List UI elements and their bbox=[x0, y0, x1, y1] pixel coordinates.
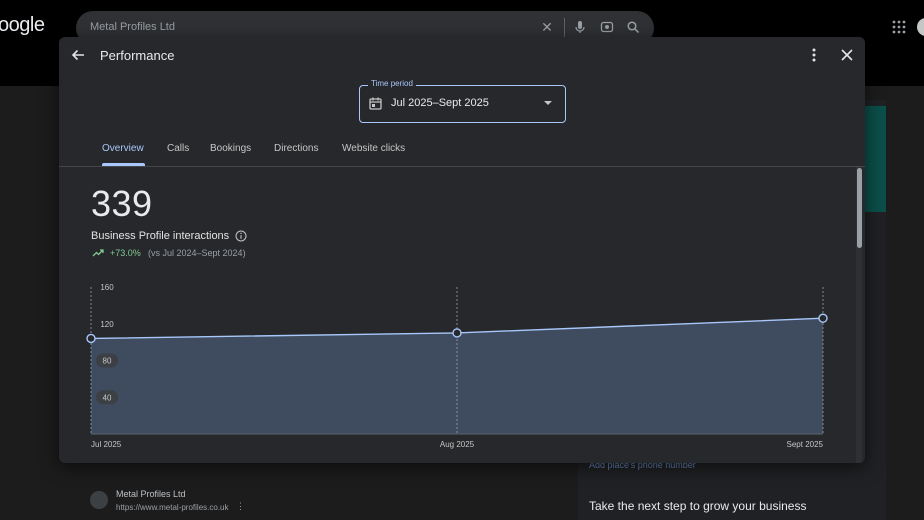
add-phone-link[interactable]: Add place's phone number bbox=[589, 460, 696, 470]
business-panel-banner bbox=[864, 106, 886, 212]
tab-overview[interactable]: Overview bbox=[102, 143, 144, 154]
calendar-icon bbox=[369, 97, 382, 110]
trending-up-icon bbox=[92, 249, 104, 257]
google-logo[interactable]: oogle bbox=[0, 14, 45, 36]
apps-grid-icon[interactable] bbox=[892, 20, 906, 34]
y-tick-pill bbox=[96, 390, 118, 405]
search-icon[interactable] bbox=[625, 19, 641, 35]
interactions-chart: 160 120 80 40 Jul 2025 Aug 2025 Sept 2025 bbox=[86, 283, 828, 449]
search-input[interactable]: Metal Profiles Ltd bbox=[90, 21, 175, 33]
more-options-icon[interactable] bbox=[807, 46, 821, 64]
grow-business-title: Take the next step to grow your business bbox=[589, 499, 807, 513]
account-avatar[interactable] bbox=[917, 18, 924, 36]
x-tick-label: Sept 2025 bbox=[787, 440, 824, 449]
back-arrow-icon[interactable] bbox=[69, 46, 87, 64]
time-period-value: Jul 2025–Sept 2025 bbox=[391, 97, 489, 109]
tab-website-clicks[interactable]: Website clicks bbox=[342, 143, 406, 154]
scrollbar-track[interactable] bbox=[856, 167, 862, 463]
y-tick-label: 120 bbox=[100, 320, 114, 329]
performance-dialog: Performance Time period Jul 2025–Sept 20… bbox=[59, 37, 865, 463]
tab-bar: Overview Calls Bookings Directions Websi… bbox=[59, 135, 865, 167]
active-tab-indicator bbox=[102, 163, 145, 166]
chart-data-point bbox=[452, 328, 462, 338]
x-tick-label: Aug 2025 bbox=[440, 440, 475, 449]
trend-percentage: +73.0% bbox=[110, 248, 141, 258]
mic-icon[interactable] bbox=[572, 19, 588, 35]
info-icon[interactable] bbox=[235, 230, 247, 242]
clear-icon[interactable]: ✕ bbox=[541, 19, 553, 35]
y-tick-pill bbox=[96, 353, 118, 368]
y-tick-label: 160 bbox=[100, 283, 114, 292]
result-more-icon[interactable]: ⋮ bbox=[236, 501, 245, 511]
chart-data-point bbox=[818, 313, 828, 323]
result-url[interactable]: https://www.metal-profiles.co.uk bbox=[116, 503, 229, 512]
trend-comparison: (vs Jul 2024–Sept 2024) bbox=[148, 248, 246, 258]
tab-directions[interactable]: Directions bbox=[274, 143, 319, 154]
y-tick-label: 40 bbox=[103, 393, 112, 402]
tab-bookings[interactable]: Bookings bbox=[210, 143, 252, 154]
close-icon[interactable] bbox=[838, 46, 856, 64]
interactions-label: Business Profile interactions bbox=[91, 230, 230, 242]
x-tick-label: Jul 2025 bbox=[91, 440, 122, 449]
dialog-title: Performance bbox=[100, 48, 175, 63]
time-period-label: Time period bbox=[368, 79, 416, 88]
interactions-count: 339 bbox=[91, 183, 153, 224]
search-divider bbox=[564, 18, 565, 38]
tab-calls[interactable]: Calls bbox=[167, 143, 190, 154]
dropdown-arrow-icon bbox=[544, 101, 552, 105]
time-period-select[interactable]: Time period Jul 2025–Sept 2025 bbox=[359, 79, 566, 123]
chart-data-point bbox=[86, 333, 96, 344]
result-site-name[interactable]: Metal Profiles Ltd bbox=[116, 489, 186, 499]
result-favicon bbox=[90, 491, 108, 509]
scrollbar-thumb[interactable] bbox=[857, 168, 862, 248]
lens-icon[interactable] bbox=[599, 19, 615, 35]
y-tick-label: 80 bbox=[103, 357, 112, 366]
